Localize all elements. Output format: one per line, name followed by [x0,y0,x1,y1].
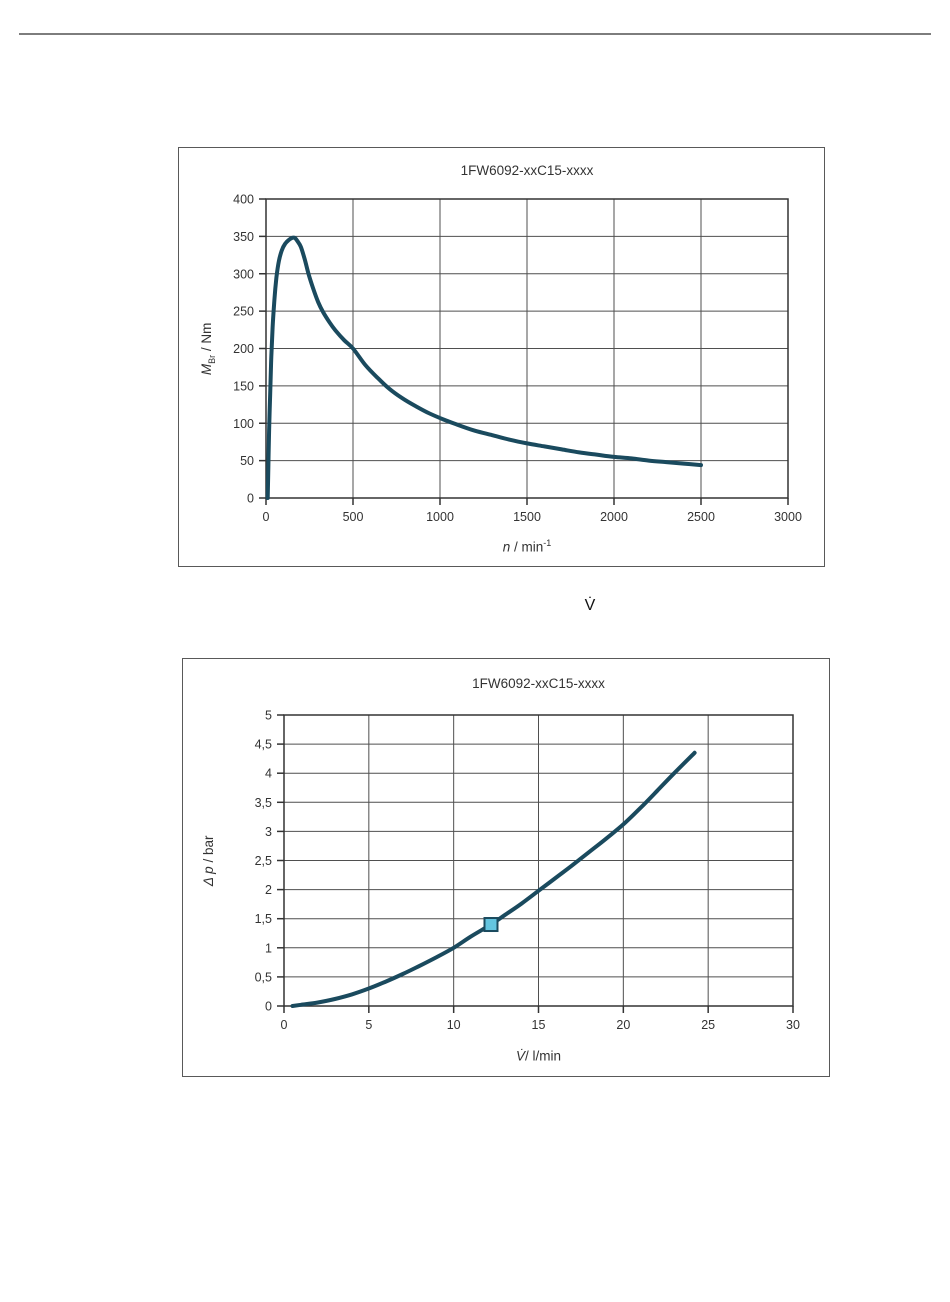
svg-text:1000: 1000 [426,510,454,524]
y-axis-label: Δ p / bar [201,760,219,960]
gridlines [283,714,794,1007]
svg-text:300: 300 [233,267,254,281]
svg-text:0: 0 [247,492,254,506]
svg-text:50: 50 [240,454,254,468]
svg-text:3000: 3000 [774,510,802,524]
svg-text:20: 20 [616,1018,630,1032]
x-axis-symbol: V̇ [515,1048,525,1064]
x-axis-label: n / min-1 [266,538,788,555]
x-axis-symbol: n [502,539,511,555]
torque-speed-chart: 0 500 1000 1500 2000 2500 3000 0 50 100 150 200 250 3… [178,147,825,567]
svg-text:150: 150 [233,379,254,393]
tick-labels: 0 500 1000 1500 2000 2500 3000 0 50 100 150 200 250 3… [233,193,802,525]
svg-text:10: 10 [447,1018,461,1032]
svg-text:250: 250 [233,305,254,319]
svg-text:25: 25 [701,1018,715,1032]
plot-area: 0 5 10 15 20 25 30 0 0,5 1 1,5 2 2,5 3 3,5 4 4,5 5 [255,709,800,1033]
tick-labels: 0 5 10 15 20 25 30 0 0,5 1 1,5 2 2,5 3 3,5 4 4,5 5 [255,709,800,1033]
svg-text:0,5: 0,5 [255,970,272,984]
x-axis-unit-exponent: -1 [543,538,552,548]
svg-text:5: 5 [265,709,272,723]
svg-text:350: 350 [233,230,254,244]
svg-text:0: 0 [265,1000,272,1014]
svg-text:3,5: 3,5 [255,796,272,810]
svg-text:15: 15 [532,1018,546,1032]
plot-area: 0 500 1000 1500 2000 2500 3000 0 50 100 150 200 250 3… [233,193,802,525]
horizontal-rule [19,33,931,35]
axis-ticks [259,198,789,505]
y-axis-symbol: M [199,363,215,375]
y-axis-label: MBr / Nm [199,248,217,448]
x-axis-label: V̇/ l/min [284,1047,793,1064]
y-axis-unit: / bar [201,835,217,866]
x-axis-unit: / min [510,539,544,555]
svg-text:400: 400 [233,193,254,207]
series-curve [290,750,697,1008]
svg-text:4,5: 4,5 [255,738,272,752]
svg-text:1,5: 1,5 [255,912,272,926]
chart-title: 1FW6092-xxC15-xxxx [472,676,605,691]
svg-text:0: 0 [263,510,270,524]
y-axis-symbol: Δ p [201,865,217,886]
svg-text:100: 100 [233,417,254,431]
svg-text:3: 3 [265,825,272,839]
svg-text:1: 1 [265,941,272,955]
svg-text:0: 0 [281,1018,288,1032]
svg-text:30: 30 [786,1018,800,1032]
series-curve [265,235,703,500]
svg-text:5: 5 [365,1018,372,1032]
svg-text:2000: 2000 [600,510,628,524]
y-axis-symbol-subscript: Br [206,354,217,364]
y-axis-unit: / Nm [199,322,215,355]
svg-text:2,5: 2,5 [255,854,272,868]
svg-text:1500: 1500 [513,510,541,524]
svg-text:2: 2 [265,883,272,897]
axis-ticks [277,714,794,1013]
gridlines [265,198,789,499]
svg-text:500: 500 [343,510,364,524]
svg-text:200: 200 [233,342,254,356]
pressure-flow-chart: 0 5 10 15 20 25 30 0 0,5 1 1,5 2 2,5 3 3,5 4 4,5 5 1FW609… [182,658,830,1077]
svg-text:2500: 2500 [687,510,715,524]
svg-text:4: 4 [265,767,272,781]
x-axis-unit: / l/min [525,1048,562,1064]
data-point-marker [483,917,499,933]
chart-title: 1FW6092-xxC15-xxxx [460,163,594,178]
flow-rate-symbol: V̇ [584,597,596,614]
